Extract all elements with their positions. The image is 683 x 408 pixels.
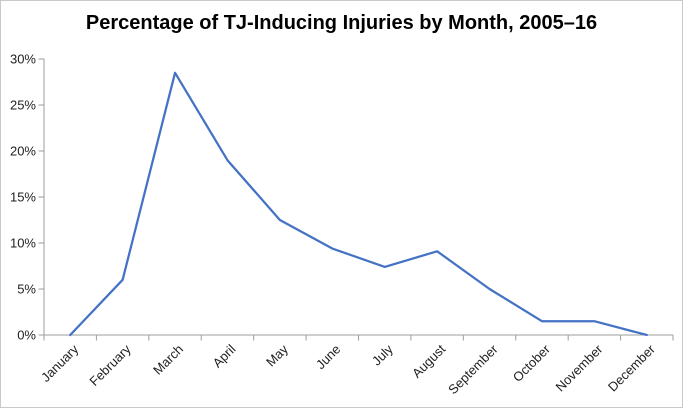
x-tick-label: September xyxy=(445,341,501,397)
x-tick-label: October xyxy=(510,341,554,385)
chart-title: Percentage of TJ-Inducing Injuries by Mo… xyxy=(85,12,598,34)
x-tick-label: July xyxy=(369,341,396,368)
x-tick-label: April xyxy=(210,341,239,370)
data-series-line xyxy=(69,71,648,337)
y-tick-label: 20% xyxy=(10,144,36,159)
x-tick-label: August xyxy=(409,341,448,380)
x-tick-label: February xyxy=(86,341,134,389)
y-tick-label: 0% xyxy=(17,328,36,343)
x-tick-label: March xyxy=(150,342,186,378)
y-tick-label: 15% xyxy=(10,190,36,205)
x-tick-label: November xyxy=(552,341,605,394)
x-tick-label: May xyxy=(263,341,291,369)
y-tick-label: 25% xyxy=(10,98,36,113)
y-tick-label: 10% xyxy=(10,236,36,251)
y-tick-label: 30% xyxy=(10,52,36,67)
x-tick-label: June xyxy=(313,342,344,373)
x-tick-label: December xyxy=(605,341,658,394)
x-tick-label: January xyxy=(38,341,82,385)
y-tick-label: 5% xyxy=(17,282,36,297)
